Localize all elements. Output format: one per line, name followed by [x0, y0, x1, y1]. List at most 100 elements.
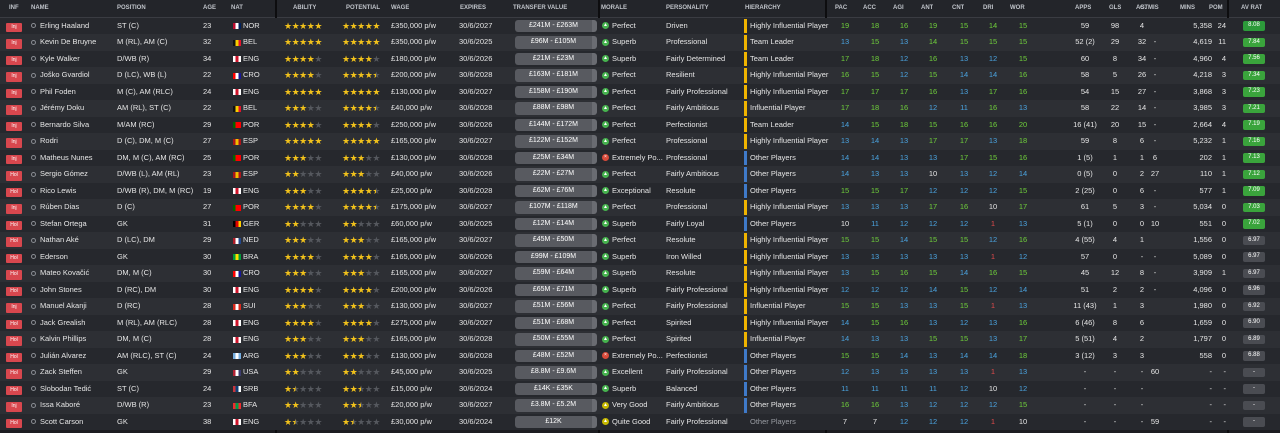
player-name[interactable]: Matheus Nunes [31, 150, 116, 167]
transfer-value-box[interactable]: £65M - £71M [515, 283, 597, 296]
status-badge[interactable]: Inj [6, 55, 22, 65]
player-name-text[interactable]: Scott Carson [40, 416, 84, 426]
col-dri[interactable]: DRI [983, 5, 994, 11]
status-badge[interactable]: Hol [6, 171, 22, 181]
table-row[interactable]: Hol Stefan Ortega GK 31 GER ★★★★★ ★★★★★ £60,000… [0, 215, 1280, 233]
transfer-value-box[interactable]: £99M - £109M [515, 250, 597, 263]
col-avrat[interactable]: AV RAT [1241, 5, 1263, 11]
status-badge[interactable]: Inj [6, 121, 22, 131]
table-row[interactable]: Inj Bernardo Silva M/AM (RC) 29 POR ★★★★★ ★★★★… [0, 116, 1280, 134]
table-row[interactable]: Hol Sergio Gómez D/WB (L), AM (RL) 23 ESP ★★★… [0, 166, 1280, 183]
player-name-text[interactable]: Kyle Walker [40, 53, 80, 63]
table-row[interactable]: Inj Manuel Akanji D (RC) 28 SUI ★★★★★ ★★★★★ £13… [0, 298, 1280, 315]
table-row[interactable]: Inj Matheus Nunes DM, M (C), AM (RC) 25 POR ★… [0, 149, 1280, 167]
player-name-text[interactable]: Sergio Gómez [40, 169, 88, 178]
col-ast[interactable]: AST [1136, 5, 1148, 11]
transfer-value-box[interactable]: £144M - £172M [515, 118, 597, 131]
status-badge[interactable]: Inj [6, 105, 22, 115]
status-badge[interactable]: Inj [6, 22, 22, 32]
transfer-value-box[interactable]: £45M - £50M [515, 234, 597, 247]
col-agi[interactable]: AGI [893, 5, 904, 11]
player-name[interactable]: Slobodan Tedić [31, 381, 116, 398]
status-badge[interactable]: Hol [6, 418, 22, 428]
player-name[interactable]: Stefan Ortega [31, 216, 116, 233]
player-name-text[interactable]: Stefan Ortega [40, 218, 87, 228]
player-name-text[interactable]: Kalvin Phillips [40, 334, 87, 343]
player-name-text[interactable]: Jack Grealish [40, 317, 86, 327]
player-name[interactable]: Jérémy Doku [31, 100, 116, 117]
status-badge[interactable]: Hol [6, 352, 22, 362]
player-name-text[interactable]: Bernardo Silva [40, 119, 90, 129]
player-name[interactable]: Joško Gvardiol [31, 67, 116, 84]
col-pom[interactable]: POM [1209, 5, 1223, 11]
player-name[interactable]: Kalvin Phillips [31, 331, 116, 348]
player-name-text[interactable]: Erling Haaland [40, 20, 90, 30]
status-badge[interactable]: Inj [6, 72, 22, 82]
status-badge[interactable]: Inj [6, 138, 22, 148]
transfer-value-box[interactable]: £48M - £52M [515, 349, 597, 362]
status-badge[interactable]: Inj [6, 303, 22, 313]
col-gls[interactable]: GLS [1109, 5, 1122, 11]
player-name[interactable]: Erling Haaland [31, 18, 116, 35]
col-gmis[interactable]: G. MIS [1140, 5, 1159, 11]
table-row[interactable]: Hol Kalvin Phillips DM, M (C) 28 ENG ★★★★★ ★★★… [0, 331, 1280, 348]
player-name-text[interactable]: Zack Steffen [40, 367, 82, 376]
player-name[interactable]: Zack Steffen [31, 364, 116, 381]
transfer-value-box[interactable]: £158M - £190M [515, 85, 597, 98]
status-badge[interactable]: Inj [6, 39, 22, 49]
table-row[interactable]: Hol Julián Alvarez AM (RLC), ST (C) 24 ARG ★★… [0, 347, 1280, 365]
table-row[interactable]: Hol John Stones D (RC), DM 30 ENG ★★★★★ ★★★★★ £… [0, 281, 1280, 298]
col-apps[interactable]: APPS [1075, 5, 1092, 11]
transfer-value-box[interactable]: £3.8M - £5.2M [515, 399, 597, 412]
status-badge[interactable]: Hol [6, 220, 22, 230]
player-name[interactable]: Rúben Dias [31, 199, 116, 216]
player-name-text[interactable]: Kevin De Bruyne [40, 37, 97, 46]
table-row[interactable]: Inj Kevin De Bruyne M (RL), AM (C) 32 BEL ★★★… [0, 34, 1280, 51]
status-badge[interactable]: Hol [6, 253, 22, 263]
col-wor[interactable]: WOR [1010, 5, 1025, 11]
player-name[interactable]: Julián Alvarez [31, 348, 116, 365]
col-pac[interactable]: PAC [835, 5, 848, 11]
transfer-value-box[interactable]: £241M - £263M [515, 19, 597, 32]
col-wage[interactable]: WAGE [391, 5, 410, 11]
player-name-text[interactable]: Rúben Dias [40, 202, 80, 211]
status-badge[interactable]: Hol [6, 336, 22, 346]
player-name-text[interactable]: Rodri [40, 136, 58, 145]
transfer-value-box[interactable]: £14K - £35K [515, 382, 597, 395]
col-expires[interactable]: EXPIRES [460, 5, 487, 11]
transfer-value-box[interactable]: £12K [515, 415, 597, 428]
transfer-value-box[interactable]: £62M - £76M [515, 184, 597, 197]
table-row[interactable]: Hol Zack Steffen GK 29 USA ★★★★★ ★★★★★ £45,000 … [0, 364, 1280, 381]
player-name-text[interactable]: Jérémy Doku [40, 103, 85, 112]
col-age[interactable]: AGE [203, 5, 217, 11]
table-row[interactable]: Hol Scott Carson GK 38 ENG ★★★★★ ★★★★★ £30,000 … [0, 413, 1280, 430]
col-transfer-value[interactable]: TRANSFER VALUE [513, 5, 568, 11]
player-name-text[interactable]: Mateo Kovačić [40, 268, 90, 277]
transfer-value-box[interactable]: £8.8M - £9.6M [515, 366, 597, 379]
table-row[interactable]: Hol Mateo Kovačić DM, M (C) 30 CRO ★★★★★ ★★★★★… [0, 265, 1280, 282]
table-row[interactable]: Hol Jack Grealish M (RL), AM (RLC) 28 ENG ★★★… [0, 314, 1280, 332]
transfer-value-box[interactable]: £163M - £181M [515, 69, 597, 82]
transfer-value-box[interactable]: £122M - £152M [515, 135, 597, 148]
transfer-value-box[interactable]: £25M - £34M [515, 151, 597, 164]
table-row[interactable]: Hol Slobodan Tedić ST (C) 24 SRB ★★★★★ ★★★★★ £1… [0, 380, 1280, 398]
player-name-text[interactable]: Issa Kaboré [40, 400, 81, 409]
col-hierarchy[interactable]: HIERARCHY [745, 5, 781, 11]
transfer-value-box[interactable]: £51M - £68M [515, 316, 597, 329]
player-name[interactable]: Jack Grealish [31, 315, 116, 332]
transfer-value-box[interactable]: £50M - £55M [515, 333, 597, 346]
col-name[interactable]: NAME [31, 5, 49, 11]
table-row[interactable]: Hol Ederson GK 30 BRA ★★★★★ ★★★★★ £165,000 p/w 3… [0, 248, 1280, 265]
status-badge[interactable]: Hol [6, 187, 22, 197]
transfer-value-box[interactable]: £21M - £23M [515, 52, 597, 65]
player-name[interactable]: Bernardo Silva [31, 117, 116, 134]
table-row[interactable]: Inj Phil Foden M (C), AM (RLC) 24 ENG ★★★★★ ★★… [0, 83, 1280, 100]
table-row[interactable]: Inj Issa Kaboré D/WB (R) 23 BFA ★★★★★ ★★★★★ £20… [0, 397, 1280, 414]
status-badge[interactable]: Inj [6, 88, 22, 98]
table-row[interactable]: Hol Rico Lewis D/WB (R), DM, M (RC) 19 ENG ★★… [0, 182, 1280, 199]
table-row[interactable]: Inj Erling Haaland ST (C) 23 NOR ★★★★★ ★★★★★ £3… [0, 17, 1280, 35]
player-name-text[interactable]: Slobodan Tedić [40, 383, 92, 393]
col-nat[interactable]: NAT [231, 5, 243, 11]
player-name[interactable]: Sergio Gómez [31, 166, 116, 183]
col-position[interactable]: POSITION [117, 5, 146, 11]
